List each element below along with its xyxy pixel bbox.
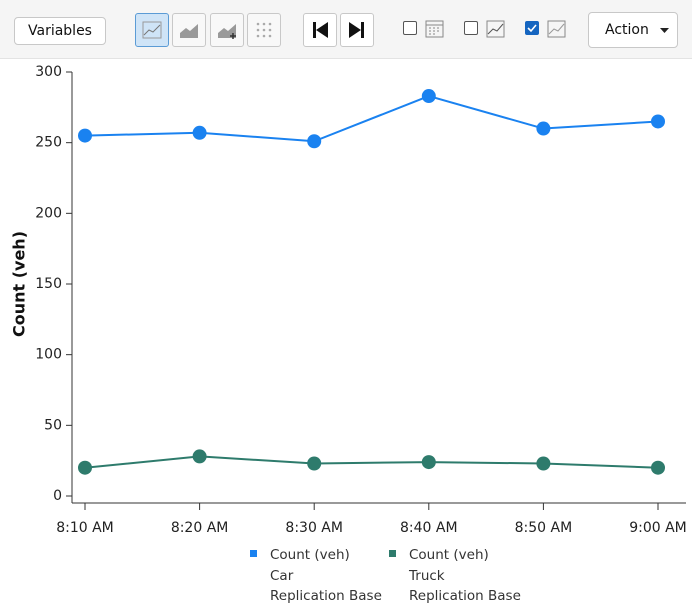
x-tick-label: 8:50 AM bbox=[515, 520, 573, 536]
dropdown-arrow bbox=[660, 28, 669, 33]
data-point bbox=[192, 449, 207, 464]
data-point bbox=[651, 114, 665, 129]
x-tick-label: 8:40 AM bbox=[400, 520, 458, 536]
y-tick-label: 50 bbox=[44, 417, 62, 433]
x-tick-label: 8:10 AM bbox=[56, 520, 114, 536]
y-tick-label: 200 bbox=[35, 205, 62, 221]
data-point bbox=[192, 125, 207, 140]
x-tick-label: 8:20 AM bbox=[171, 520, 229, 536]
series-line bbox=[84, 94, 659, 143]
icon bbox=[142, 21, 162, 39]
data-point bbox=[307, 134, 322, 149]
line-chart-button[interactable] bbox=[135, 13, 169, 47]
icon bbox=[313, 22, 328, 38]
y-tick-label: 300 bbox=[35, 64, 62, 80]
action-label: Action bbox=[605, 22, 649, 38]
y-axis-label: Count (veh) bbox=[10, 231, 29, 337]
data-point bbox=[78, 460, 92, 475]
calendar-checkbox[interactable] bbox=[403, 21, 417, 35]
chart-icon bbox=[547, 20, 566, 38]
last-button[interactable] bbox=[340, 13, 374, 47]
data-point bbox=[307, 456, 322, 471]
x-tick-label: 9:00 AM bbox=[629, 520, 687, 536]
icon bbox=[349, 22, 364, 38]
first-button[interactable] bbox=[303, 13, 337, 47]
legend-label: Count (veh) Truck Replication Base bbox=[409, 547, 521, 604]
icon bbox=[218, 24, 236, 39]
icon bbox=[180, 24, 198, 38]
check-mark bbox=[527, 24, 537, 33]
trend-icon bbox=[486, 20, 505, 38]
series-line bbox=[84, 455, 659, 469]
toolbar: Variables Action bbox=[0, 0, 692, 59]
legend-swatch bbox=[389, 550, 396, 557]
y-tick-label: 0 bbox=[53, 488, 62, 504]
chart-checkbox[interactable] bbox=[525, 21, 539, 35]
y-tick-label: 250 bbox=[35, 135, 62, 151]
variables-button[interactable]: Variables bbox=[14, 17, 106, 45]
grid-button[interactable] bbox=[247, 13, 281, 47]
calendar-icon bbox=[425, 20, 444, 38]
data-point bbox=[536, 456, 551, 471]
legend-swatch bbox=[250, 550, 257, 557]
data-point bbox=[421, 455, 436, 470]
data-point bbox=[78, 128, 92, 143]
action-dropdown[interactable]: Action bbox=[588, 12, 678, 48]
data-point bbox=[651, 460, 665, 475]
y-tick-label: 100 bbox=[35, 347, 62, 363]
icon bbox=[256, 22, 272, 38]
legend-label: Count (veh) Car Replication Base bbox=[270, 547, 382, 604]
trend-checkbox[interactable] bbox=[464, 21, 478, 35]
add-chart-button[interactable] bbox=[210, 13, 244, 47]
data-point bbox=[536, 121, 551, 136]
data-point bbox=[421, 89, 436, 104]
area-chart-button[interactable] bbox=[172, 13, 206, 47]
x-tick-label: 8:30 AM bbox=[285, 520, 343, 536]
y-tick-label: 150 bbox=[35, 276, 62, 292]
